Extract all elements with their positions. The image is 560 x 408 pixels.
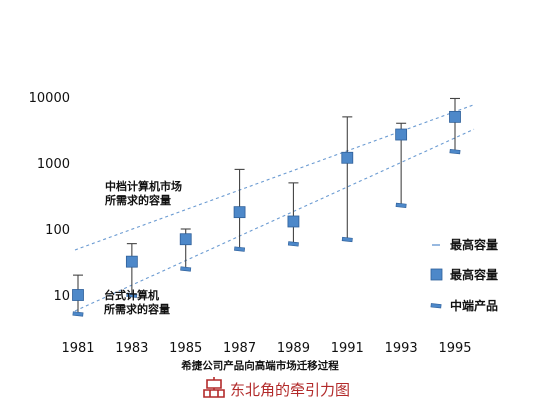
x-tick-label: 1983 xyxy=(115,341,148,356)
annotation-text: 所需求的容量 xyxy=(104,302,170,316)
mid-range-product-marker xyxy=(449,149,461,155)
mid-range-product-marker xyxy=(234,246,246,252)
x-tick-label: 1981 xyxy=(61,341,94,356)
capacity-square-marker xyxy=(233,206,246,219)
y-tick-label: 10 xyxy=(53,289,70,304)
x-tick-label: 1987 xyxy=(223,341,256,356)
brand-text: 东北角的牵引力图 xyxy=(230,381,350,399)
x-tick-label: 1993 xyxy=(385,341,418,356)
mid-range-product-marker xyxy=(126,292,138,298)
x-tick-label: 1991 xyxy=(331,341,364,356)
x-tick-label: 1985 xyxy=(169,341,202,356)
capacity-square-marker xyxy=(72,289,84,301)
y-tick-label: 10000 xyxy=(29,91,70,106)
legend-square-icon xyxy=(430,268,443,281)
brand-logo-icon xyxy=(203,377,225,398)
capacity-square-marker xyxy=(449,110,461,123)
capacity-square-marker xyxy=(287,215,300,228)
x-tick-label: 1989 xyxy=(277,341,310,356)
legend-label: 最高容量 xyxy=(450,237,498,252)
trend-line xyxy=(74,128,475,312)
y-tick-label: 1000 xyxy=(37,157,70,172)
capacity-square-marker xyxy=(125,255,138,268)
annotation-text: 所需求的容量 xyxy=(105,193,171,207)
mid-range-product-marker xyxy=(72,311,84,317)
mid-range-product-marker xyxy=(341,236,353,243)
capacity-square-marker xyxy=(179,233,192,246)
annotation-text: 台式计算机 xyxy=(104,288,159,302)
trend-line xyxy=(74,104,475,251)
capacity-square-marker xyxy=(341,151,354,164)
mid-range-product-marker xyxy=(287,241,299,247)
mid-range-product-marker xyxy=(180,266,192,272)
x-tick-label: 1995 xyxy=(438,341,471,356)
y-tick-label: 100 xyxy=(45,223,70,238)
capacity-square-marker xyxy=(395,128,408,141)
legend-low-marker-icon xyxy=(430,303,442,309)
x-axis-label: 希捷公司产品向高端市场迁移过程 xyxy=(180,359,339,372)
annotation-text: 中档计算机市场 xyxy=(105,179,182,193)
mid-range-product-marker xyxy=(395,202,407,208)
legend-label: 最高容量 xyxy=(450,267,498,282)
legend-label: 中端产品 xyxy=(450,298,498,313)
